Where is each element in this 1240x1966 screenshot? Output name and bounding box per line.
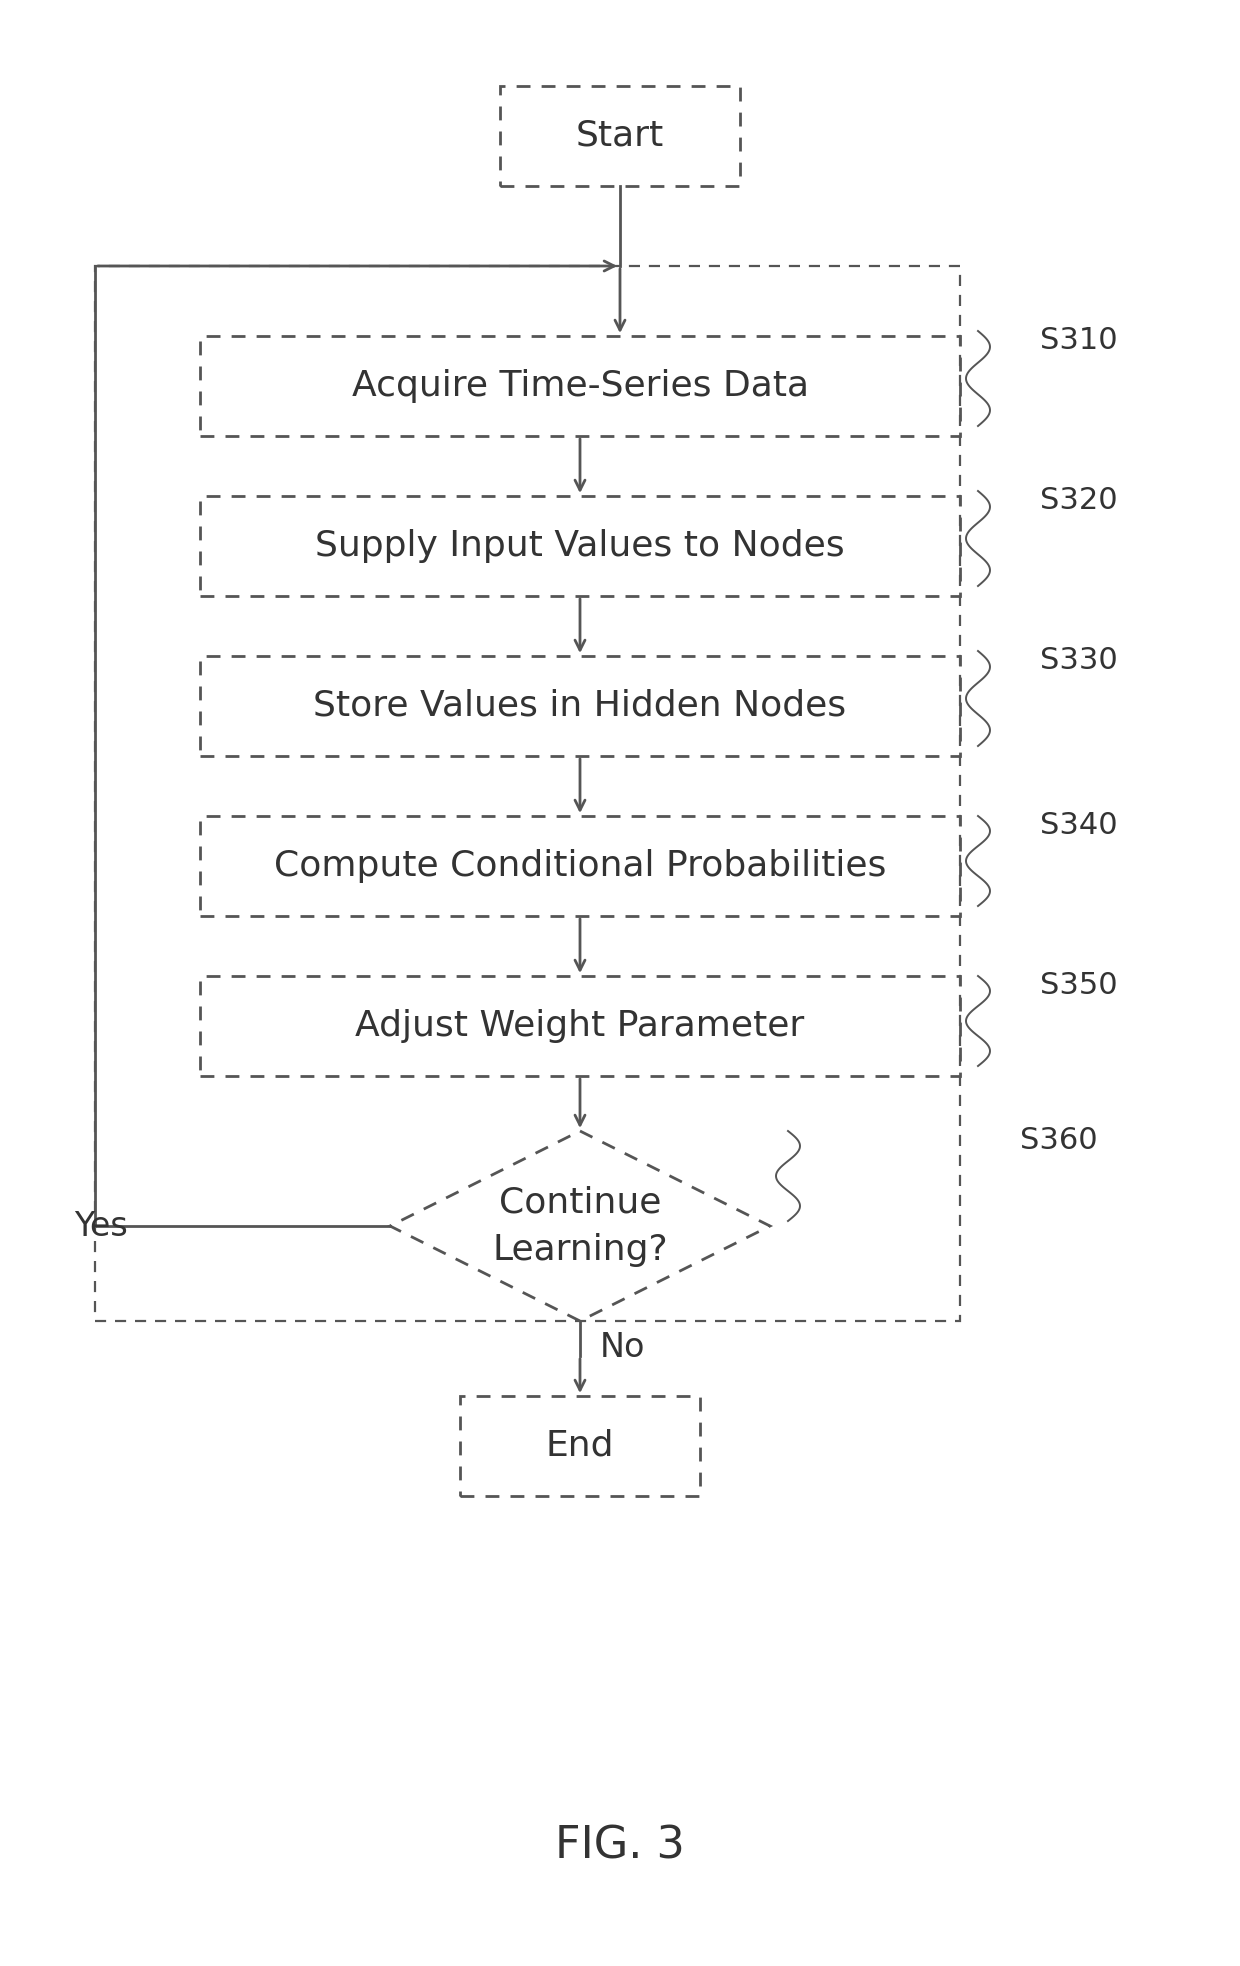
- Text: Adjust Weight Parameter: Adjust Weight Parameter: [356, 1009, 805, 1044]
- Text: No: No: [600, 1331, 646, 1364]
- Polygon shape: [391, 1130, 770, 1321]
- Text: S350: S350: [1040, 971, 1117, 1001]
- Text: S340: S340: [1040, 812, 1117, 839]
- Text: End: End: [546, 1429, 614, 1463]
- Text: Store Values in Hidden Nodes: Store Values in Hidden Nodes: [314, 688, 847, 723]
- Bar: [200, 816, 960, 916]
- Text: S320: S320: [1040, 486, 1117, 515]
- Bar: [200, 336, 960, 436]
- Bar: [200, 975, 960, 1075]
- Text: S310: S310: [1040, 326, 1117, 356]
- Text: Acquire Time-Series Data: Acquire Time-Series Data: [351, 370, 808, 403]
- Text: S330: S330: [1040, 647, 1117, 674]
- Text: S360: S360: [1021, 1127, 1097, 1154]
- Text: Start: Start: [575, 120, 665, 153]
- Text: Supply Input Values to Nodes: Supply Input Values to Nodes: [315, 529, 844, 562]
- Bar: [500, 87, 740, 187]
- Text: Continue
Learning?: Continue Learning?: [492, 1185, 668, 1266]
- Text: Compute Conditional Probabilities: Compute Conditional Probabilities: [274, 849, 887, 883]
- Bar: [460, 1396, 701, 1496]
- Text: Yes: Yes: [74, 1209, 128, 1243]
- Bar: [200, 495, 960, 596]
- Bar: [95, 265, 960, 1321]
- Bar: [200, 657, 960, 757]
- Text: FIG. 3: FIG. 3: [556, 1824, 684, 1868]
